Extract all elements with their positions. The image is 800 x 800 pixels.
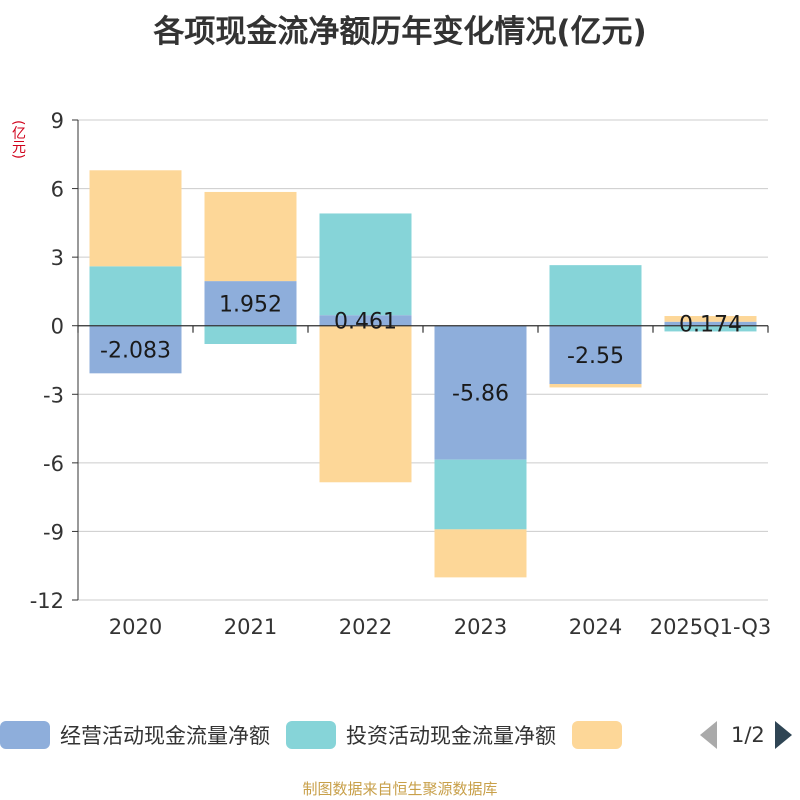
data-label: -5.86 — [452, 382, 509, 407]
bar-2024-series2 — [549, 384, 642, 388]
chart-plot: 9 6 3 0 -3 -6 -9 -12 -2.083 1.952 0.461 -5.86 -2.55 0… — [30, 109, 772, 639]
bar-2020-series1 — [89, 266, 182, 326]
data-label: 0.461 — [334, 309, 397, 334]
bar-2023-series2 — [434, 529, 527, 578]
bar-2024-series1 — [549, 265, 642, 326]
y-tick-label: 3 — [51, 246, 64, 270]
y-tick-label: 0 — [51, 315, 64, 339]
y-axis-label: (亿元) — [10, 120, 26, 159]
bar-2023-series1 — [434, 459, 527, 530]
bar-2021-series0 — [204, 281, 297, 326]
pager-text: 1/2 — [731, 723, 765, 747]
data-label: -2.55 — [567, 344, 624, 369]
data-label: -2.083 — [100, 339, 171, 364]
bar-2021-series1 — [204, 325, 297, 344]
x-tick-label: 2020 — [109, 615, 162, 639]
bar-2020-series0 — [89, 325, 182, 374]
y-tick-label: 9 — [51, 109, 64, 133]
y-tick-label: -12 — [30, 589, 64, 613]
bar-2022-series1 — [319, 213, 412, 316]
x-tick-label: 2024 — [569, 615, 622, 639]
y-tick-label: -9 — [43, 520, 64, 544]
x-tick-label: 2023 — [454, 615, 507, 639]
pager-prev-icon[interactable] — [700, 721, 717, 749]
x-tick-label: 2021 — [224, 615, 277, 639]
chart-title: 各项现金流净额历年变化情况(亿元) — [153, 14, 647, 50]
bar-2025Q1-Q3-series2 — [664, 316, 757, 322]
bar-2022-series2 — [319, 325, 412, 483]
x-tick-label: 2022 — [339, 615, 392, 639]
data-label: 0.174 — [679, 313, 742, 338]
bar-2025Q1-Q3-series0 — [664, 321, 757, 326]
y-tick-label: 6 — [51, 178, 64, 202]
data-label: 1.952 — [219, 292, 282, 317]
legend-item-operating[interactable]: 经营活动现金流量净额 — [0, 720, 270, 750]
bar-2022-series0 — [319, 315, 412, 326]
legend-item-investing[interactable]: 投资活动现金流量净额 — [286, 720, 556, 750]
source-note: 制图数据来自恒生聚源数据库 — [302, 780, 498, 798]
x-tick-label: 2025Q1-Q3 — [650, 615, 772, 639]
legend-swatch-financing — [572, 721, 622, 749]
legend-item-financing[interactable] — [572, 721, 632, 749]
y-tick-label: -6 — [43, 452, 64, 476]
legend-swatch-investing — [286, 721, 336, 749]
legend-label-operating: 经营活动现金流量净额 — [60, 724, 270, 748]
legend-swatch-operating — [0, 721, 50, 749]
pager-next-icon[interactable] — [774, 721, 792, 749]
legend: 经营活动现金流量净额 投资活动现金流量净额 — [0, 716, 648, 754]
legend-label-investing: 投资活动现金流量净额 — [346, 724, 556, 748]
bar-2021-series2 — [204, 191, 297, 282]
legend-pager: 1/2 — [700, 716, 792, 754]
bar-2023-series0 — [434, 325, 527, 460]
y-tick-label: -3 — [43, 383, 64, 407]
bar-2024-series0 — [549, 325, 642, 384]
bar-2020-series2 — [89, 170, 182, 267]
bar-2025Q1-Q3-series1 — [664, 325, 757, 332]
